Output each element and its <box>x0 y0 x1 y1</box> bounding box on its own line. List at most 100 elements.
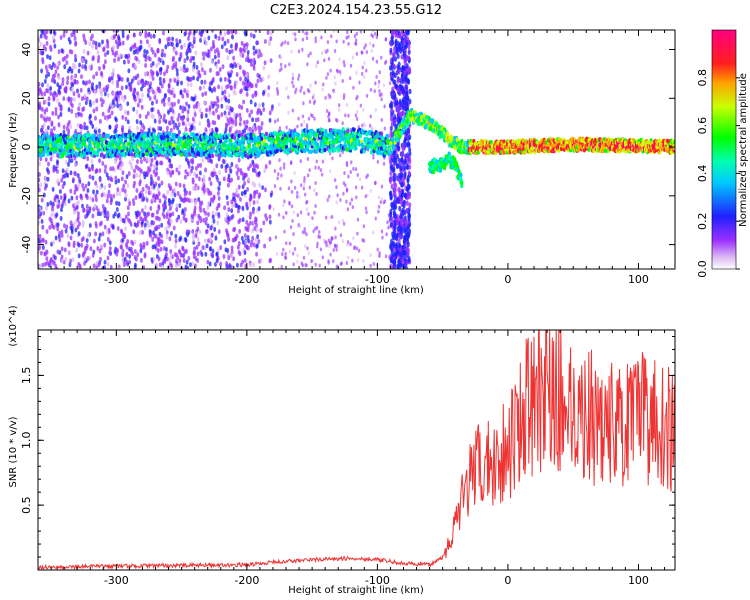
spectrogram-cell <box>351 55 355 60</box>
spectrogram-cell <box>75 205 79 211</box>
spectrogram-cell <box>157 224 161 230</box>
spectrogram-cell <box>374 31 377 36</box>
spectrogram-cell <box>175 217 179 223</box>
spectrogram-cell <box>305 232 308 237</box>
spectrogram-cell <box>70 229 74 235</box>
spectrogram-cell <box>87 181 91 187</box>
spectrogram-cell <box>143 211 146 217</box>
spectrogram-cell <box>281 252 284 257</box>
spectrogram-cell <box>208 261 212 267</box>
spectrogram-cell <box>355 51 359 56</box>
spectrogram-cell <box>59 189 62 194</box>
spectrogram-cell <box>143 134 147 139</box>
spectrogram-cell <box>225 47 229 53</box>
spectrogram-cell <box>128 82 131 87</box>
spectrogram-cell <box>369 114 372 119</box>
spectrogram-cell <box>338 153 342 158</box>
spectrogram-cell <box>224 113 228 119</box>
spectrogram-cell <box>316 244 319 249</box>
spectrogram-cell <box>184 169 188 174</box>
spectrogram-cell <box>95 189 99 195</box>
spectrogram-cell <box>42 122 46 128</box>
spectrogram-cell <box>178 164 182 170</box>
spectrogram-cell <box>307 116 311 121</box>
spectrogram-cell <box>210 59 214 65</box>
spectrogram-cell <box>133 249 137 254</box>
spectrogram-cell <box>407 257 411 264</box>
spectrogram-cell <box>84 164 88 170</box>
spectrogram-cell <box>70 68 74 74</box>
spectrogram-cell <box>208 246 212 252</box>
spectrogram-cell <box>291 147 295 152</box>
spectrogram-cell <box>40 113 43 119</box>
spectrogram-cell <box>314 180 317 185</box>
spectrogram-cell <box>345 103 349 108</box>
spectrogram-cell <box>106 84 110 89</box>
spectrogram-cell <box>84 214 87 220</box>
spectrogram-cell <box>384 37 387 42</box>
spectrogram-cell <box>335 39 338 44</box>
spectrogram-cell <box>402 89 406 95</box>
spectrogram-cell <box>238 129 242 135</box>
spectrogram-cell <box>139 216 143 221</box>
spectrogram-cell <box>263 39 267 44</box>
spectrogram-cell <box>251 117 254 123</box>
spectrogram-cell <box>122 183 126 189</box>
spectrogram-cell <box>286 41 290 46</box>
spectrogram-cell <box>158 119 162 125</box>
spectrogram-cell <box>204 127 208 133</box>
spectrogram-cell <box>161 48 164 54</box>
spectrogram-cell <box>284 64 287 69</box>
spectrogram-cell <box>292 210 296 215</box>
spectrogram-cell <box>85 203 89 209</box>
spectrogram-cell <box>104 164 107 170</box>
spectrogram-cell <box>183 42 187 48</box>
spectrogram-cell <box>159 246 163 252</box>
spectrogram-cell <box>65 126 69 131</box>
spectrogram-cell <box>70 87 74 93</box>
figure-title: C2E3.2024.154.23.55.G12 <box>270 3 442 18</box>
spectrogram-cell <box>98 119 102 124</box>
spectrogram-cell <box>220 152 225 158</box>
spectrogram-cell <box>95 197 98 203</box>
spectrogram-cell <box>187 160 190 166</box>
spectrogram-cell <box>54 69 58 75</box>
spectrogram-cell <box>79 193 83 199</box>
spectrogram-cell <box>200 200 204 206</box>
spectrogram-cell <box>246 50 250 55</box>
spectrogram-cell <box>217 190 220 196</box>
spectrogram-cell <box>394 204 398 210</box>
spectrogram-cell <box>289 225 293 230</box>
spectrogram-cell <box>188 138 193 143</box>
spectrogram-cell <box>197 72 201 78</box>
spectrogram-cell <box>43 261 47 267</box>
spectrogram-cell <box>332 248 335 253</box>
spectrogram-cell <box>175 42 179 48</box>
spectrogram-cell <box>135 56 139 62</box>
spectrogram-cell <box>303 192 307 197</box>
spectrogram-cell <box>342 191 345 196</box>
spectrogram-cell <box>215 108 218 113</box>
spectrogram-cell <box>183 187 187 193</box>
spectrogram-cell <box>319 247 323 252</box>
spectrogram-cell <box>191 43 194 49</box>
spectrogram-cell <box>268 204 272 210</box>
spectrogram-cell <box>236 244 240 250</box>
spectrogram-cell <box>380 197 384 202</box>
spectrogram-cell <box>52 30 56 35</box>
spectrogram-cell <box>226 30 230 35</box>
spectrogram-cell <box>169 185 172 191</box>
spectrogram-cell <box>249 32 253 38</box>
spectrogram-cell <box>348 76 352 81</box>
spectrogram-cell <box>217 213 221 219</box>
spectrogram-cell <box>219 245 223 250</box>
spectrogram-cell <box>149 206 153 211</box>
spectrogram-cell <box>353 245 356 250</box>
spectrogram-cell <box>217 114 220 120</box>
spectrogram-cell <box>144 205 147 210</box>
spectrogram-cell <box>77 68 81 74</box>
spectrogram-cell <box>373 89 376 94</box>
spectrogram-cell <box>289 161 293 166</box>
spectrogram-cell <box>171 36 175 42</box>
spectrogram-cell <box>88 223 92 228</box>
